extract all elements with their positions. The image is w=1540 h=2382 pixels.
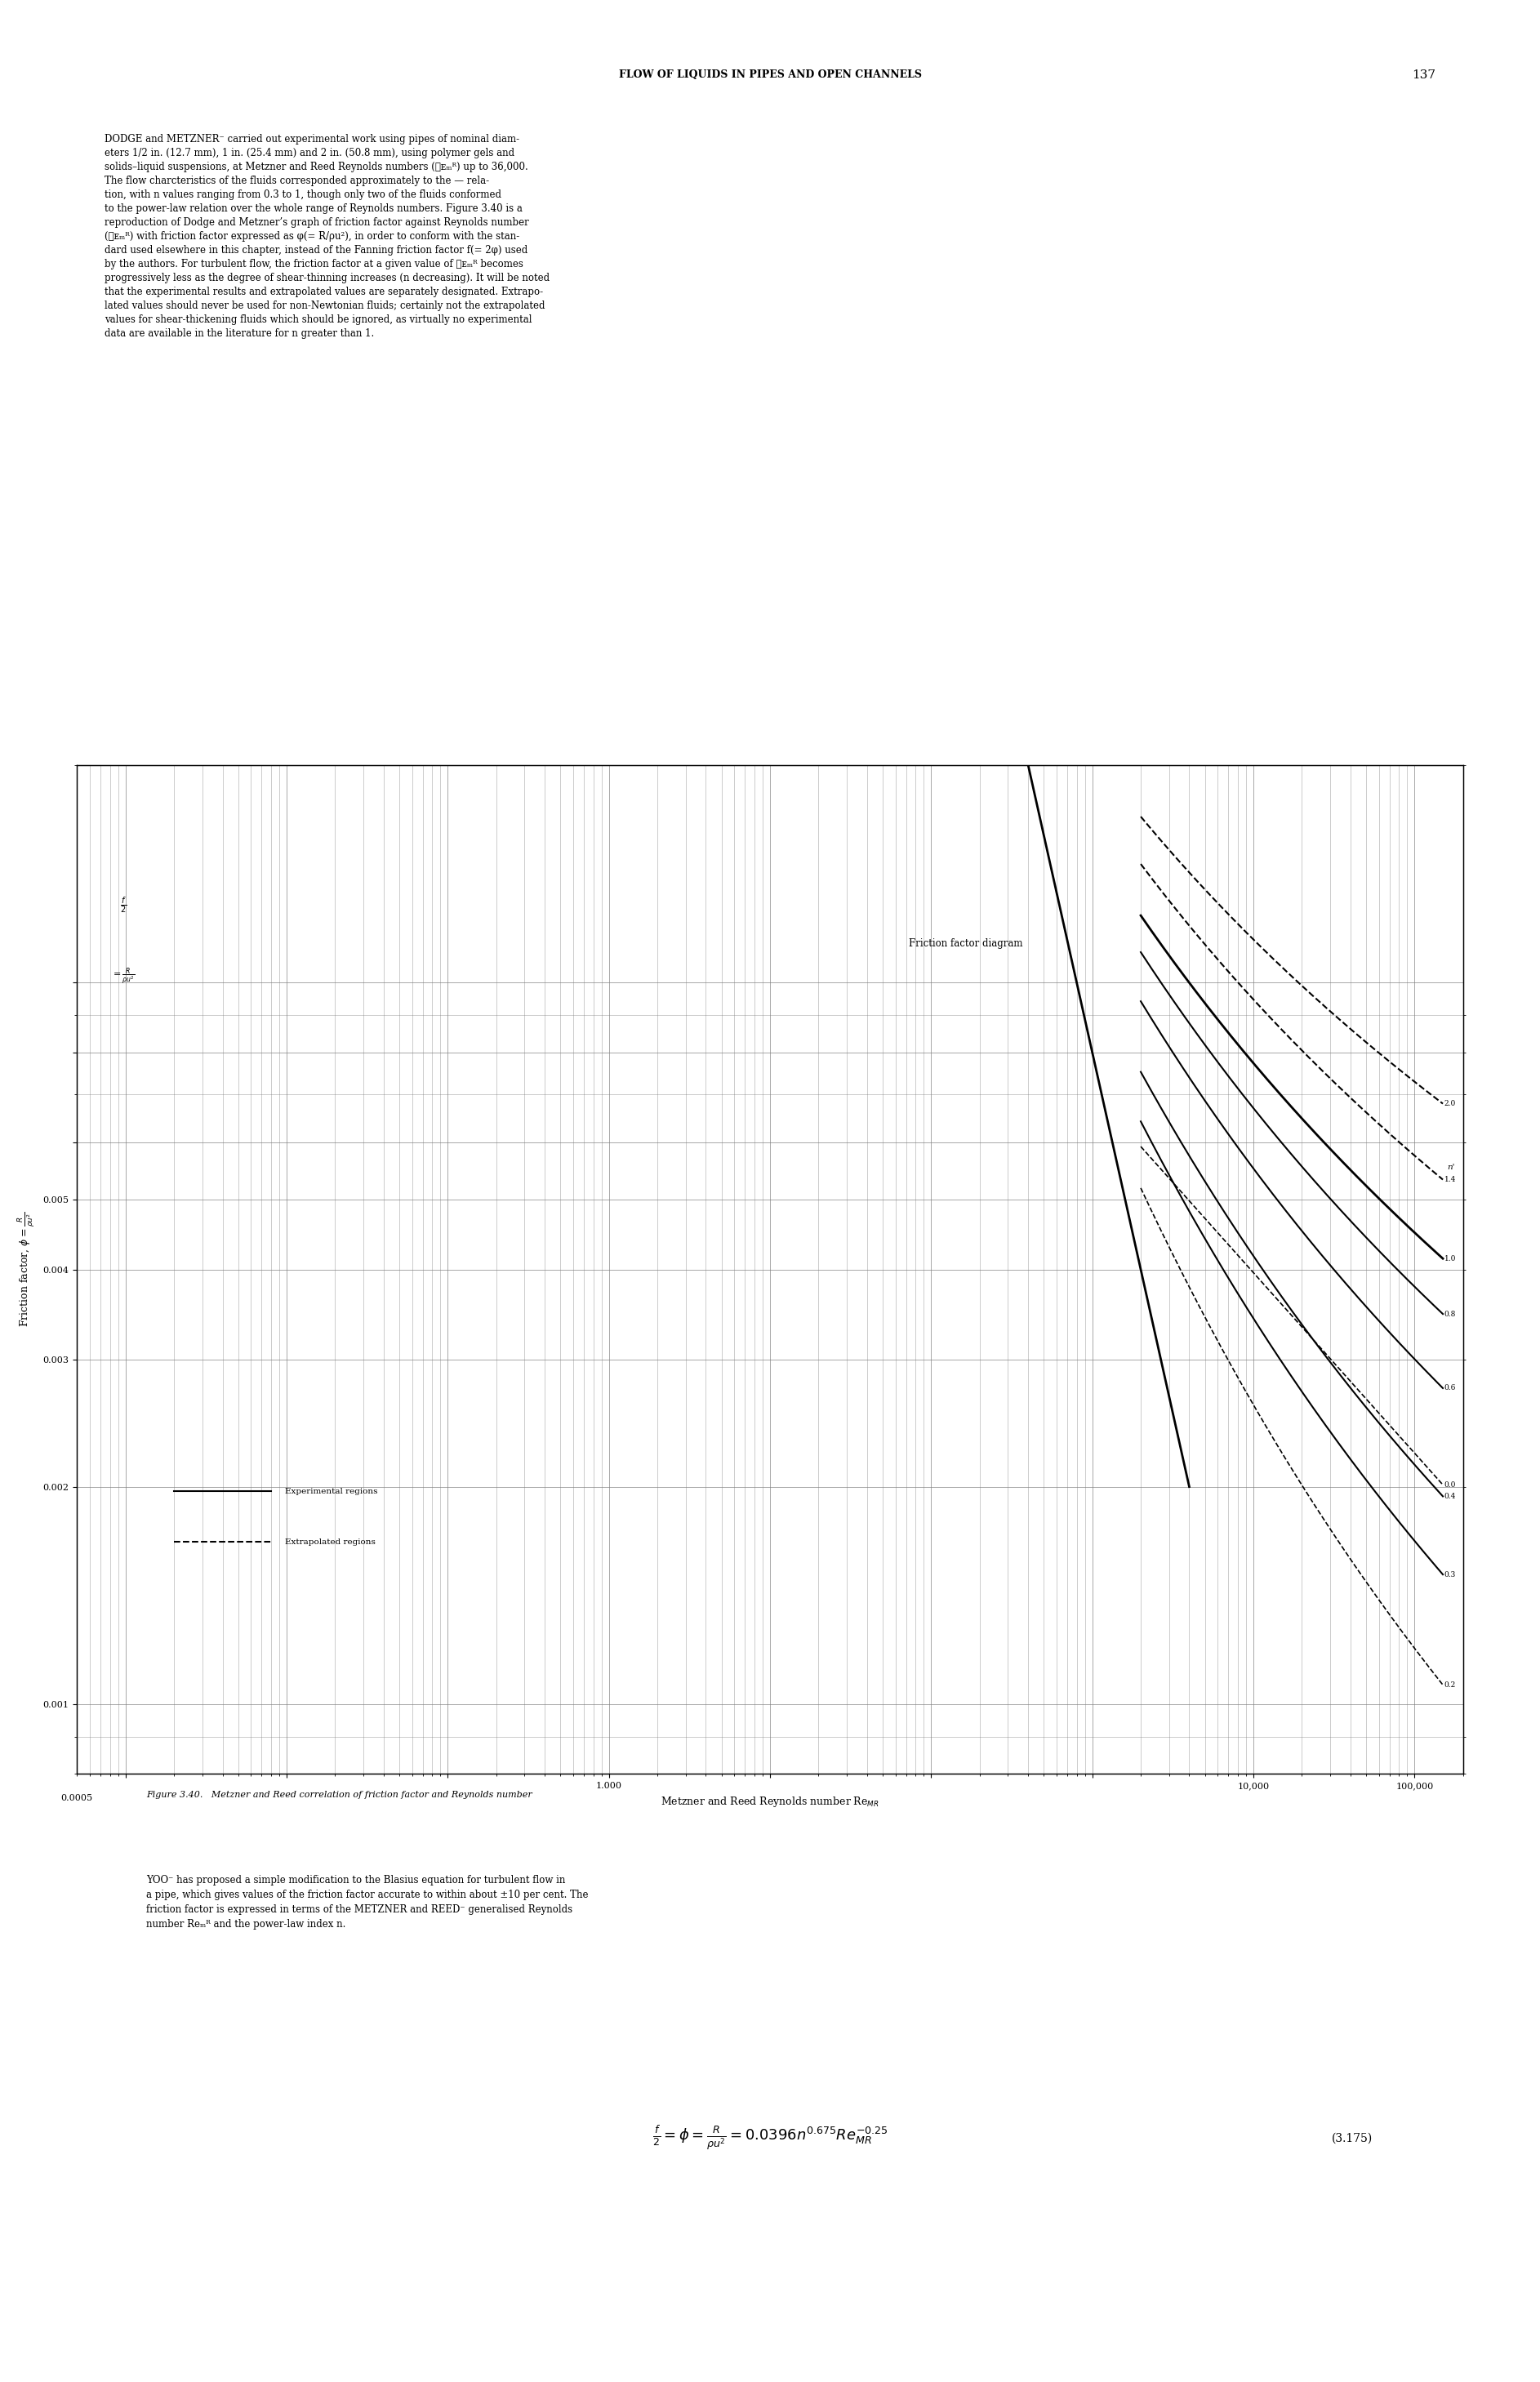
Text: 137: 137 (1412, 69, 1435, 81)
Text: $= \frac{R}{\rho u^2}$: $= \frac{R}{\rho u^2}$ (111, 967, 136, 986)
Text: $\frac{f}{2} = \phi = \frac{R}{\rho u^2} = 0.0396n^{0.675}Re_{MR}^{-0.25}$: $\frac{f}{2} = \phi = \frac{R}{\rho u^2}… (653, 2125, 887, 2153)
Text: 0.0: 0.0 (1445, 1482, 1455, 1489)
Y-axis label: Friction factor, $\phi = \frac{R}{\rho u^2}$: Friction factor, $\phi = \frac{R}{\rho u… (17, 1212, 37, 1327)
Text: YOO⁻ has proposed a simple modification to the Blasius equation for turbulent fl: YOO⁻ has proposed a simple modification … (146, 1875, 588, 1929)
Text: (3.175): (3.175) (1332, 2132, 1372, 2144)
Text: DODGE and METZNER⁻ carried out experimental work using pipes of nominal diam-
et: DODGE and METZNER⁻ carried out experimen… (105, 133, 550, 338)
Text: Extrapolated regions: Extrapolated regions (285, 1539, 376, 1546)
Text: 2.0: 2.0 (1445, 1100, 1455, 1108)
X-axis label: Metzner and Reed Reynolds number Re$_{MR}$: Metzner and Reed Reynolds number Re$_{MR… (661, 1794, 879, 1808)
Text: 0.0005: 0.0005 (62, 1794, 92, 1803)
Text: n': n' (1448, 1165, 1455, 1172)
Text: 0.4: 0.4 (1445, 1494, 1455, 1501)
Text: Friction factor diagram: Friction factor diagram (909, 939, 1023, 948)
Text: 0.2: 0.2 (1445, 1682, 1455, 1689)
Text: 1.4: 1.4 (1445, 1177, 1455, 1184)
Text: Figure 3.40.   Metzner and Reed correlation of friction factor and Reynolds numb: Figure 3.40. Metzner and Reed correlatio… (146, 1791, 533, 1798)
Text: 0.8: 0.8 (1445, 1310, 1455, 1317)
Text: 0.6: 0.6 (1445, 1384, 1455, 1391)
Text: 0.3: 0.3 (1445, 1570, 1455, 1579)
Text: Experimental regions: Experimental regions (285, 1489, 377, 1496)
Text: $\frac{f}{2}$: $\frac{f}{2}$ (120, 896, 126, 915)
Text: 1.0: 1.0 (1445, 1255, 1455, 1262)
Text: FLOW OF LIQUIDS IN PIPES AND OPEN CHANNELS: FLOW OF LIQUIDS IN PIPES AND OPEN CHANNE… (619, 69, 921, 79)
